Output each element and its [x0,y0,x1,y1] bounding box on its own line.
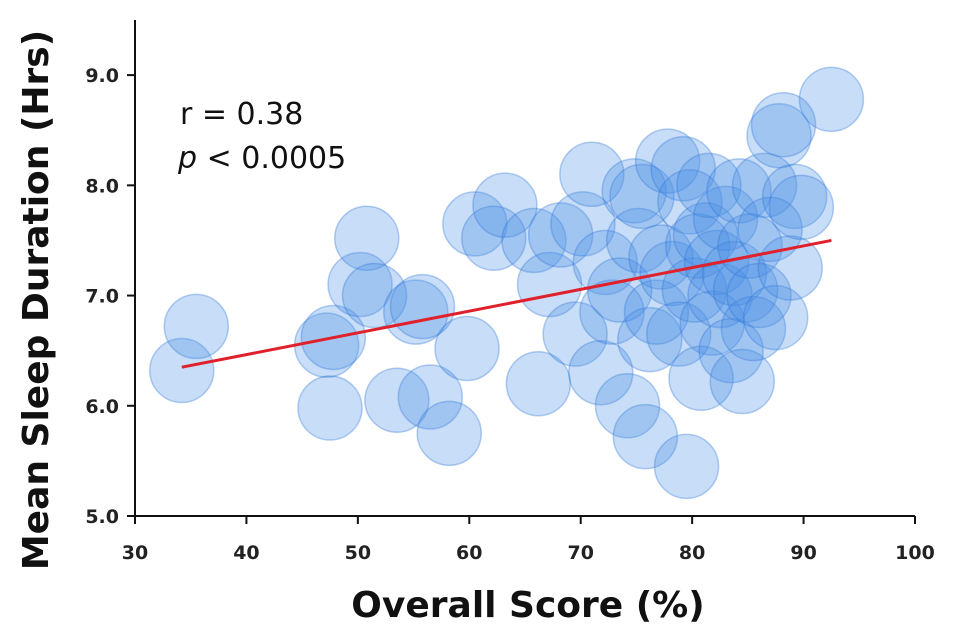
data-point [742,284,809,351]
x-tick-label: 80 [679,542,705,564]
data-point [550,191,616,257]
data-point [679,290,745,356]
x-tick-label: 30 [122,542,148,564]
data-point [737,196,803,263]
data-point [297,375,363,441]
data-point [746,102,812,169]
data-point [568,339,634,406]
data-point [698,317,764,384]
correlation-annotation: r = 0.38 [180,97,303,132]
data-point [163,293,230,360]
data-point [586,257,653,323]
data-point [416,400,482,467]
data-point [383,279,449,345]
data-point [646,301,712,367]
p-value-annotation: p < 0.0005 [177,141,346,176]
data-point [505,350,572,417]
x-axis-title: Overall Score (%) [351,585,704,626]
data-point [542,301,608,367]
x-tick-label: 100 [895,542,935,564]
data-point [676,152,742,219]
data-point [672,202,739,268]
data-point [501,207,567,274]
data-point [761,163,828,230]
data-point [634,128,701,194]
p-value-text: < 0.0005 [197,141,346,176]
data-point [364,367,430,434]
data-point [639,240,705,307]
data-point [720,295,787,362]
data-point [472,172,538,238]
data-point [605,207,672,274]
data-point [706,158,772,224]
trend-line [181,238,832,369]
data-point [709,348,776,415]
data-point [327,251,393,318]
data-point [628,224,694,290]
data-point [442,191,508,257]
data-point [657,169,723,235]
x-ticks: 30 40 50 60 70 80 90 100 [122,516,935,564]
data-point [579,279,645,345]
data-point [726,262,792,329]
data-point [609,163,675,230]
data-point [623,279,690,345]
data-point [341,262,408,329]
data-point [717,213,783,279]
data-point [397,364,464,430]
data-point [731,152,798,219]
data-point [149,337,215,404]
data-point [527,202,594,268]
data-point [334,205,400,271]
data-point [601,158,667,224]
x-tick-label: 60 [456,542,482,564]
data-point [668,345,734,411]
y-tick-label: 9.0 [85,65,119,87]
x-tick-label: 40 [233,542,259,564]
data-point [572,229,638,296]
data-point [798,66,865,133]
y-axis-title: Mean Sleep Duration (Hrs) [16,30,57,570]
data-point [516,251,583,318]
x-tick-label: 70 [567,542,593,564]
points-layer [149,66,865,500]
data-point [692,185,759,252]
x-tick-label: 50 [345,542,371,564]
data-point [750,91,817,158]
y-tick-label: 8.0 [85,175,119,197]
data-point [594,373,661,439]
y-tick-label: 5.0 [85,506,119,528]
y-ticks: 5.0 6.0 7.0 8.0 9.0 [85,65,135,528]
data-point [612,403,679,470]
data-point [617,306,683,373]
y-tick-label: 7.0 [85,286,119,308]
x-tick-label: 90 [790,542,816,564]
data-point [661,257,728,323]
data-point [653,433,720,500]
data-point [559,141,625,208]
data-point [434,315,500,382]
data-point [650,136,716,202]
p-symbol: p [177,141,197,176]
y-tick-label: 6.0 [85,396,119,418]
data-point [461,205,527,271]
data-point [768,174,835,241]
